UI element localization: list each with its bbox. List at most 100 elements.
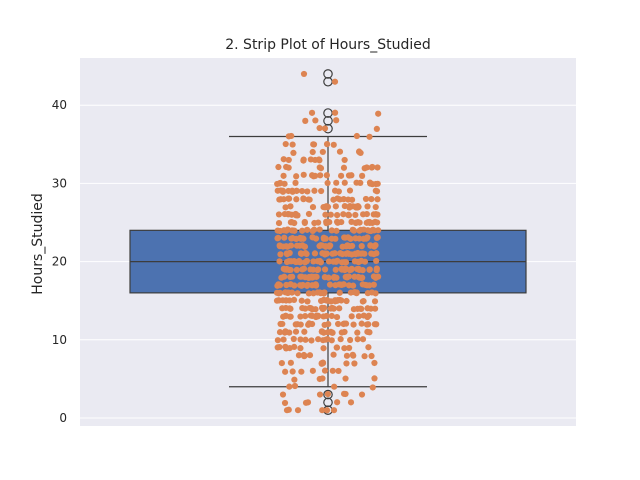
strip-point [285, 133, 292, 140]
strip-point [334, 195, 341, 202]
strip-point [312, 117, 319, 124]
strip-point [337, 336, 344, 343]
strip-point [329, 329, 336, 336]
strip-point [298, 297, 305, 304]
strip-point [324, 179, 331, 187]
strip-point [274, 227, 281, 234]
outlier-marker [323, 389, 333, 400]
strip-point [276, 243, 283, 250]
strip-point [275, 234, 282, 241]
strip-point [297, 313, 304, 320]
strip-point [290, 296, 298, 304]
strip-point [331, 383, 338, 390]
strip-point [300, 196, 307, 203]
strip-point [370, 251, 378, 258]
strip-point [340, 281, 347, 288]
strip-point [305, 290, 312, 297]
strip-point [330, 141, 337, 148]
strip-point [279, 391, 287, 398]
strip-point [351, 360, 358, 367]
strip-point [349, 226, 356, 233]
strip-point [363, 164, 370, 171]
strip-point [340, 211, 347, 218]
strip-point [299, 187, 306, 195]
strip-point [324, 329, 331, 336]
strip-point [289, 273, 296, 280]
strip-point [319, 337, 327, 344]
strip-point [283, 281, 290, 289]
strip-point [359, 274, 366, 281]
strip-point [295, 352, 303, 359]
strip-point [337, 172, 345, 179]
strip-point [317, 290, 324, 297]
strip-point [342, 375, 349, 382]
strip-point [294, 290, 301, 297]
strip-point [291, 343, 298, 350]
strip-point [343, 352, 351, 359]
strip-point [335, 367, 342, 375]
strip-point [369, 226, 377, 233]
strip-point [333, 313, 341, 321]
strip-point [356, 266, 363, 274]
strip-point [334, 297, 341, 304]
strip-point [350, 321, 357, 328]
strip-point [293, 266, 300, 273]
strip-point [363, 210, 370, 218]
strip-point [358, 391, 366, 398]
strip-point [331, 78, 339, 85]
strip-point [370, 211, 377, 218]
strip-point [359, 336, 367, 343]
strip-point [330, 407, 338, 414]
strip-point [282, 140, 289, 148]
strip-point [345, 282, 353, 289]
strip-point [352, 250, 359, 257]
strip-point [286, 329, 293, 336]
strip-point [315, 156, 323, 163]
strip-point [324, 391, 331, 398]
strip-point [275, 163, 282, 171]
strip-point [304, 188, 311, 195]
strip-point [315, 336, 322, 343]
strip-point [373, 234, 380, 242]
strip-point [293, 196, 300, 203]
strip-point [368, 289, 376, 296]
strip-point [309, 203, 317, 211]
strip-point [343, 360, 350, 367]
strip-point [370, 281, 377, 288]
strip-point [371, 321, 378, 328]
strip-point [342, 234, 349, 241]
strip-point [285, 195, 292, 202]
y-tick-label: 10 [52, 333, 67, 347]
strip-point [360, 298, 367, 305]
strip-point [309, 148, 316, 156]
strip-point [348, 313, 355, 320]
strip-point [320, 345, 327, 352]
strip-point [321, 304, 328, 312]
strip-point [331, 187, 339, 194]
strip-point [333, 344, 341, 351]
strip-point [316, 124, 323, 132]
strip-point [375, 110, 382, 117]
strip-point [354, 329, 361, 336]
strip-point [371, 298, 379, 305]
strip-point [302, 313, 309, 320]
strip-point [368, 196, 375, 203]
strip-point [323, 218, 330, 225]
strip-point [355, 258, 362, 266]
strip-point [337, 250, 344, 257]
strip-point [354, 219, 362, 226]
strip-point [321, 274, 328, 281]
strip-point [317, 259, 324, 266]
strip-point [299, 305, 306, 312]
strip-point [303, 257, 310, 265]
strip-point [297, 321, 304, 328]
strip-point [371, 359, 378, 367]
strip-point [307, 156, 314, 163]
strip-point [277, 251, 284, 258]
strip-point [371, 375, 378, 382]
strip-point [329, 250, 336, 257]
strip-point [311, 250, 319, 257]
strip-point [281, 234, 288, 241]
strip-point [317, 172, 324, 179]
strip-point [300, 70, 308, 78]
